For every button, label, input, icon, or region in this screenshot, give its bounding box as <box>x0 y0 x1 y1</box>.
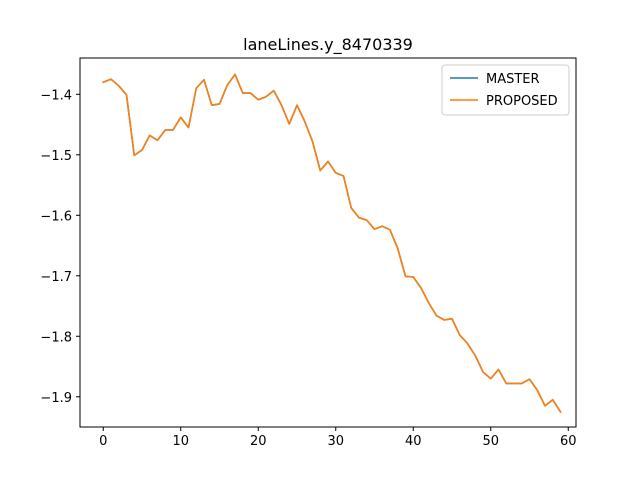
x-tick-label: 40 <box>405 434 422 449</box>
x-tick-label: 60 <box>560 434 577 449</box>
y-tick-label: −1.6 <box>40 209 72 224</box>
x-axis: 0 10 20 30 40 50 60 <box>99 427 577 449</box>
x-tick-label: 30 <box>327 434 344 449</box>
y-tick-label: −1.4 <box>40 88 72 103</box>
x-tick-label: 10 <box>172 434 189 449</box>
plot-frame <box>79 57 577 428</box>
legend: MASTER PROPOSED <box>441 64 570 116</box>
x-tick-label: 50 <box>482 434 499 449</box>
legend-label-master: MASTER <box>486 72 540 87</box>
y-axis: −1.4 −1.5 −1.6 −1.7 −1.8 −1.9 <box>40 88 80 406</box>
y-tick-label: −1.5 <box>40 149 72 164</box>
series-layer <box>102 73 562 413</box>
x-tick-label: 0 <box>99 434 107 449</box>
chart-title: laneLines.y_8470339 <box>243 35 413 55</box>
y-tick-label: −1.9 <box>40 391 72 406</box>
series-line-proposed <box>102 73 562 413</box>
y-tick-label: −1.8 <box>40 330 72 345</box>
x-tick-label: 20 <box>250 434 267 449</box>
legend-label-proposed: PROPOSED <box>486 94 558 109</box>
y-tick-label: −1.7 <box>40 270 72 285</box>
